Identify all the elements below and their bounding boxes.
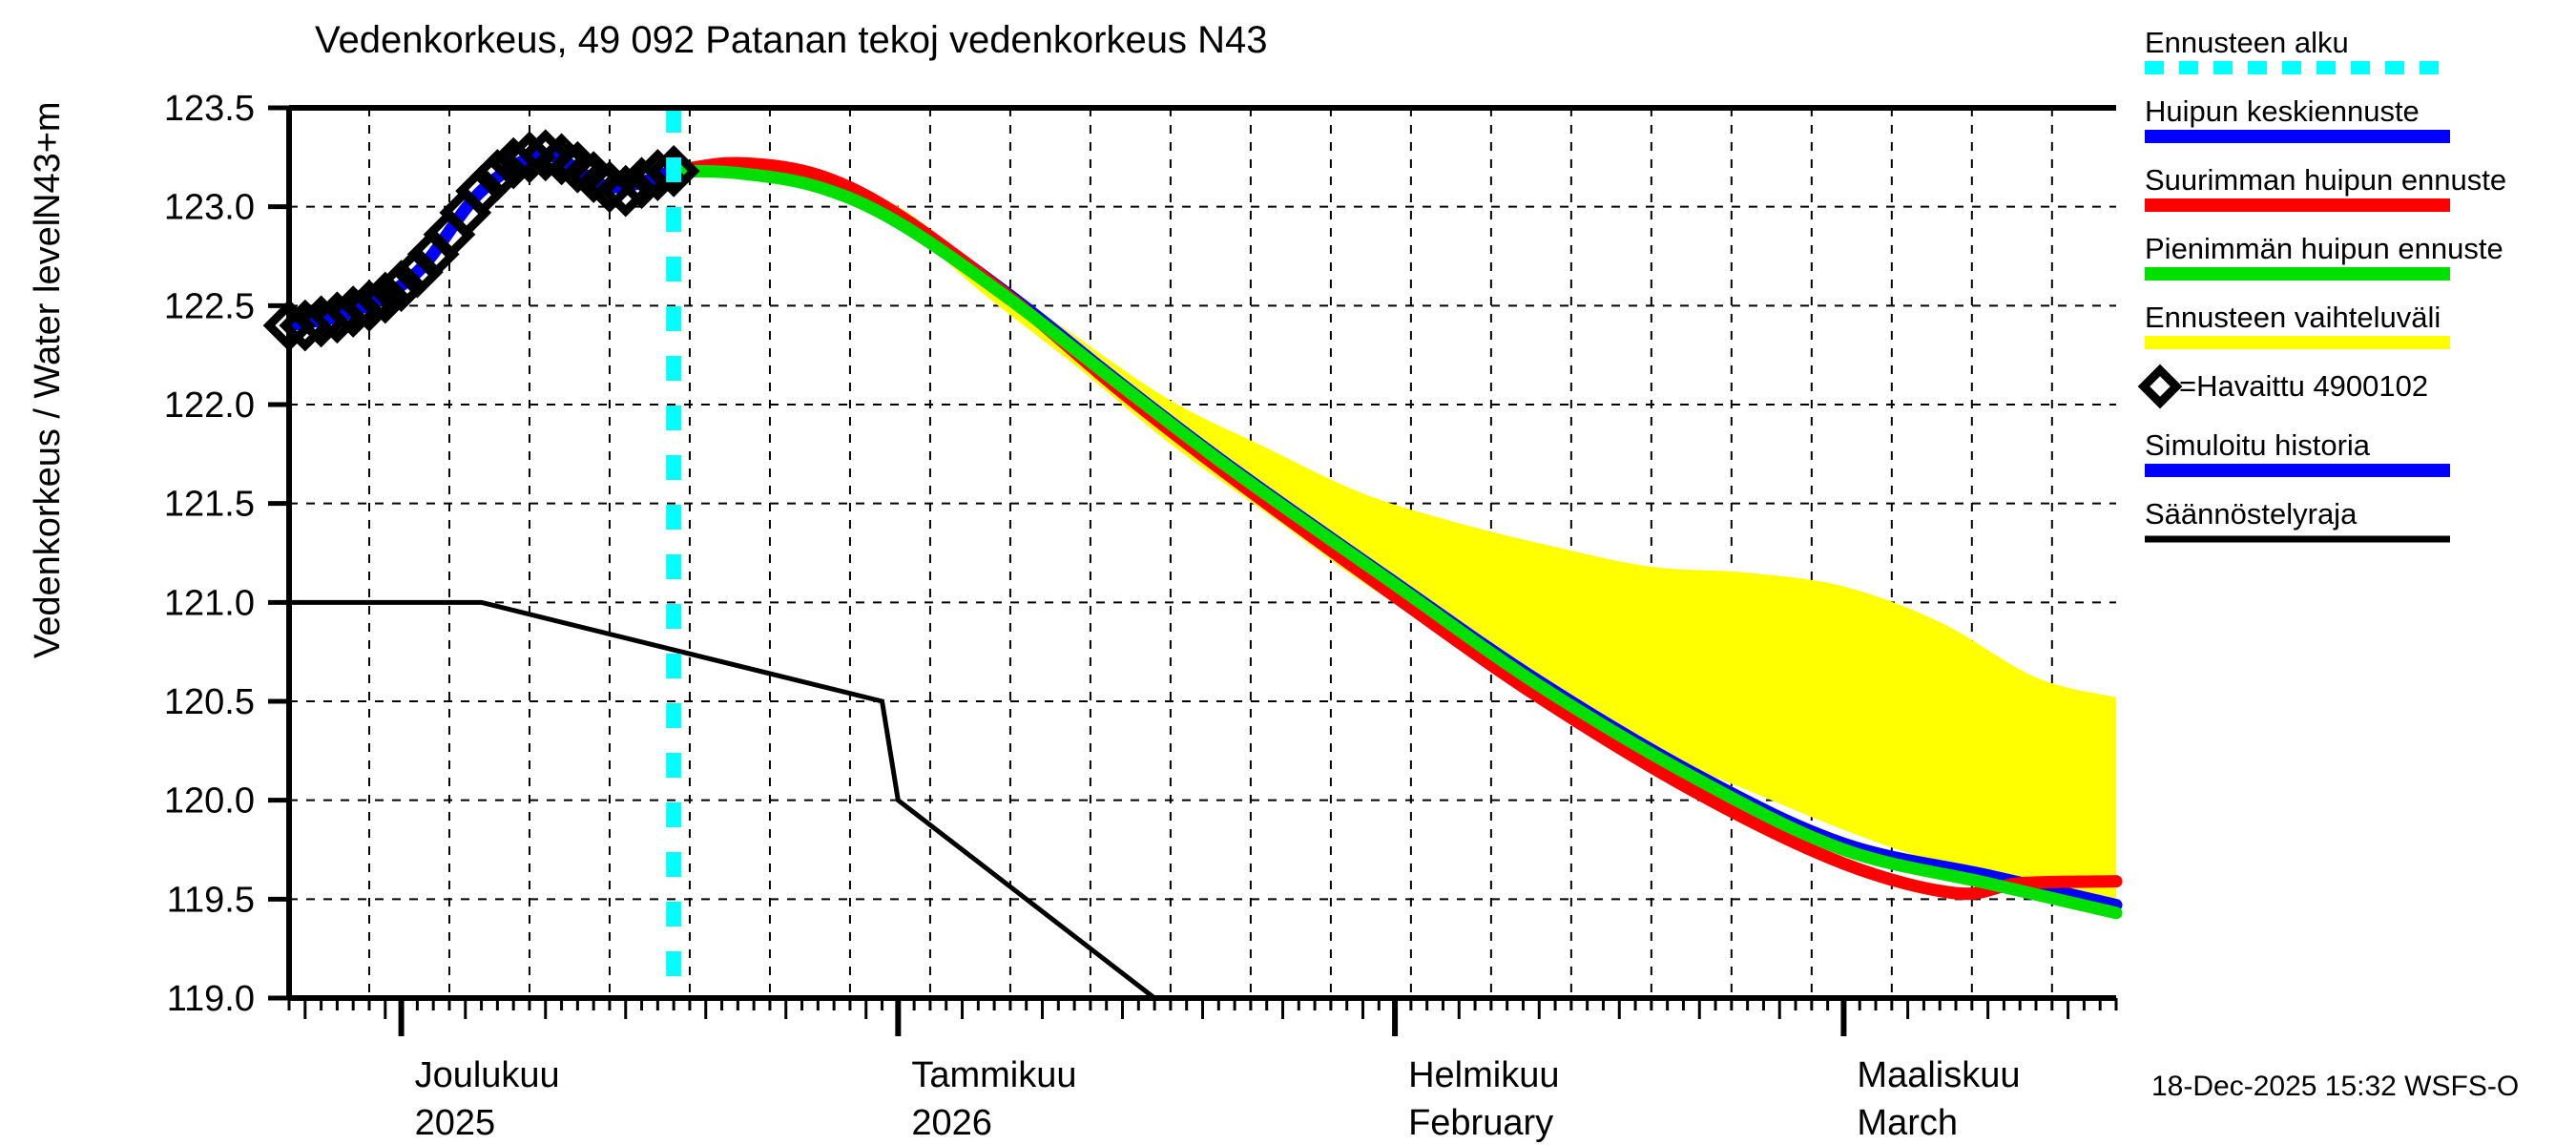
svg-text:120.5: 120.5 — [164, 682, 255, 722]
svg-text:121.0: 121.0 — [164, 583, 255, 623]
svg-text:=Havaittu 4900102: =Havaittu 4900102 — [2179, 369, 2428, 403]
svg-text:Simuloitu historia: Simuloitu historia — [2145, 428, 2371, 462]
svg-text:123.5: 123.5 — [164, 89, 255, 129]
x-axis-month-labels: Joulukuu 2025 Tammikuu 2026 Helmikuu February… — [415, 1055, 2021, 1143]
svg-text:Säännöstelyraja: Säännöstelyraja — [2145, 497, 2358, 531]
forecast-series-lines — [282, 149, 2123, 920]
forecast-uncertainty-band — [674, 163, 2117, 909]
svg-text:Joulukuu: Joulukuu — [415, 1055, 560, 1095]
svg-text:Vedenkorkeus / Water level: Vedenkorkeus / Water level — [28, 219, 68, 658]
svg-text:Ennusteen vaihteluväli: Ennusteen vaihteluväli — [2145, 301, 2441, 334]
y-axis-title: Vedenkorkeus / Water level N43+m — [28, 101, 68, 658]
svg-text:119.5: 119.5 — [167, 880, 255, 920]
svg-text:122.5: 122.5 — [164, 286, 255, 326]
svg-text:Huipun keskiennuste: Huipun keskiennuste — [2145, 94, 2420, 128]
x-axis-ticks — [287, 998, 2118, 1036]
svg-text:123.0: 123.0 — [164, 188, 255, 228]
observed-markers — [262, 129, 700, 352]
svg-text:2026: 2026 — [911, 1103, 992, 1143]
svg-text:119.0: 119.0 — [167, 979, 255, 1019]
y-axis-ticks: 119.0 119.5 120.0 120.5 121.0 121.5 122.0 122.5… — [164, 89, 289, 1019]
svg-text:Pienimmän huipun ennuste: Pienimmän huipun ennuste — [2145, 232, 2503, 265]
svg-text:N43+m: N43+m — [28, 101, 68, 219]
svg-text:Maaliskuu: Maaliskuu — [1857, 1055, 2020, 1095]
footer-timestamp: 18-Dec-2025 15:32 WSFS-O — [2151, 1071, 2519, 1102]
chart-title: Vedenkorkeus, 49 092 Patanan tekoj veden… — [315, 19, 1267, 61]
regulation-limit-line — [289, 599, 1156, 1000]
svg-text:2025: 2025 — [415, 1103, 496, 1143]
svg-text:February: February — [1408, 1103, 1553, 1143]
svg-text:120.0: 120.0 — [164, 781, 255, 822]
chart-legend: Ennusteen alku Huipun keskiennuste Suurimm… — [2137, 26, 2506, 543]
svg-text:Helmikuu: Helmikuu — [1408, 1055, 1559, 1095]
svg-text:Ennusteen alku: Ennusteen alku — [2145, 26, 2349, 59]
svg-text:122.0: 122.0 — [164, 385, 255, 426]
svg-text:March: March — [1857, 1103, 1958, 1143]
svg-text:Tammikuu: Tammikuu — [911, 1055, 1076, 1095]
svg-text:Suurimman huipun ennuste: Suurimman huipun ennuste — [2145, 163, 2506, 197]
svg-text:121.5: 121.5 — [164, 485, 255, 525]
